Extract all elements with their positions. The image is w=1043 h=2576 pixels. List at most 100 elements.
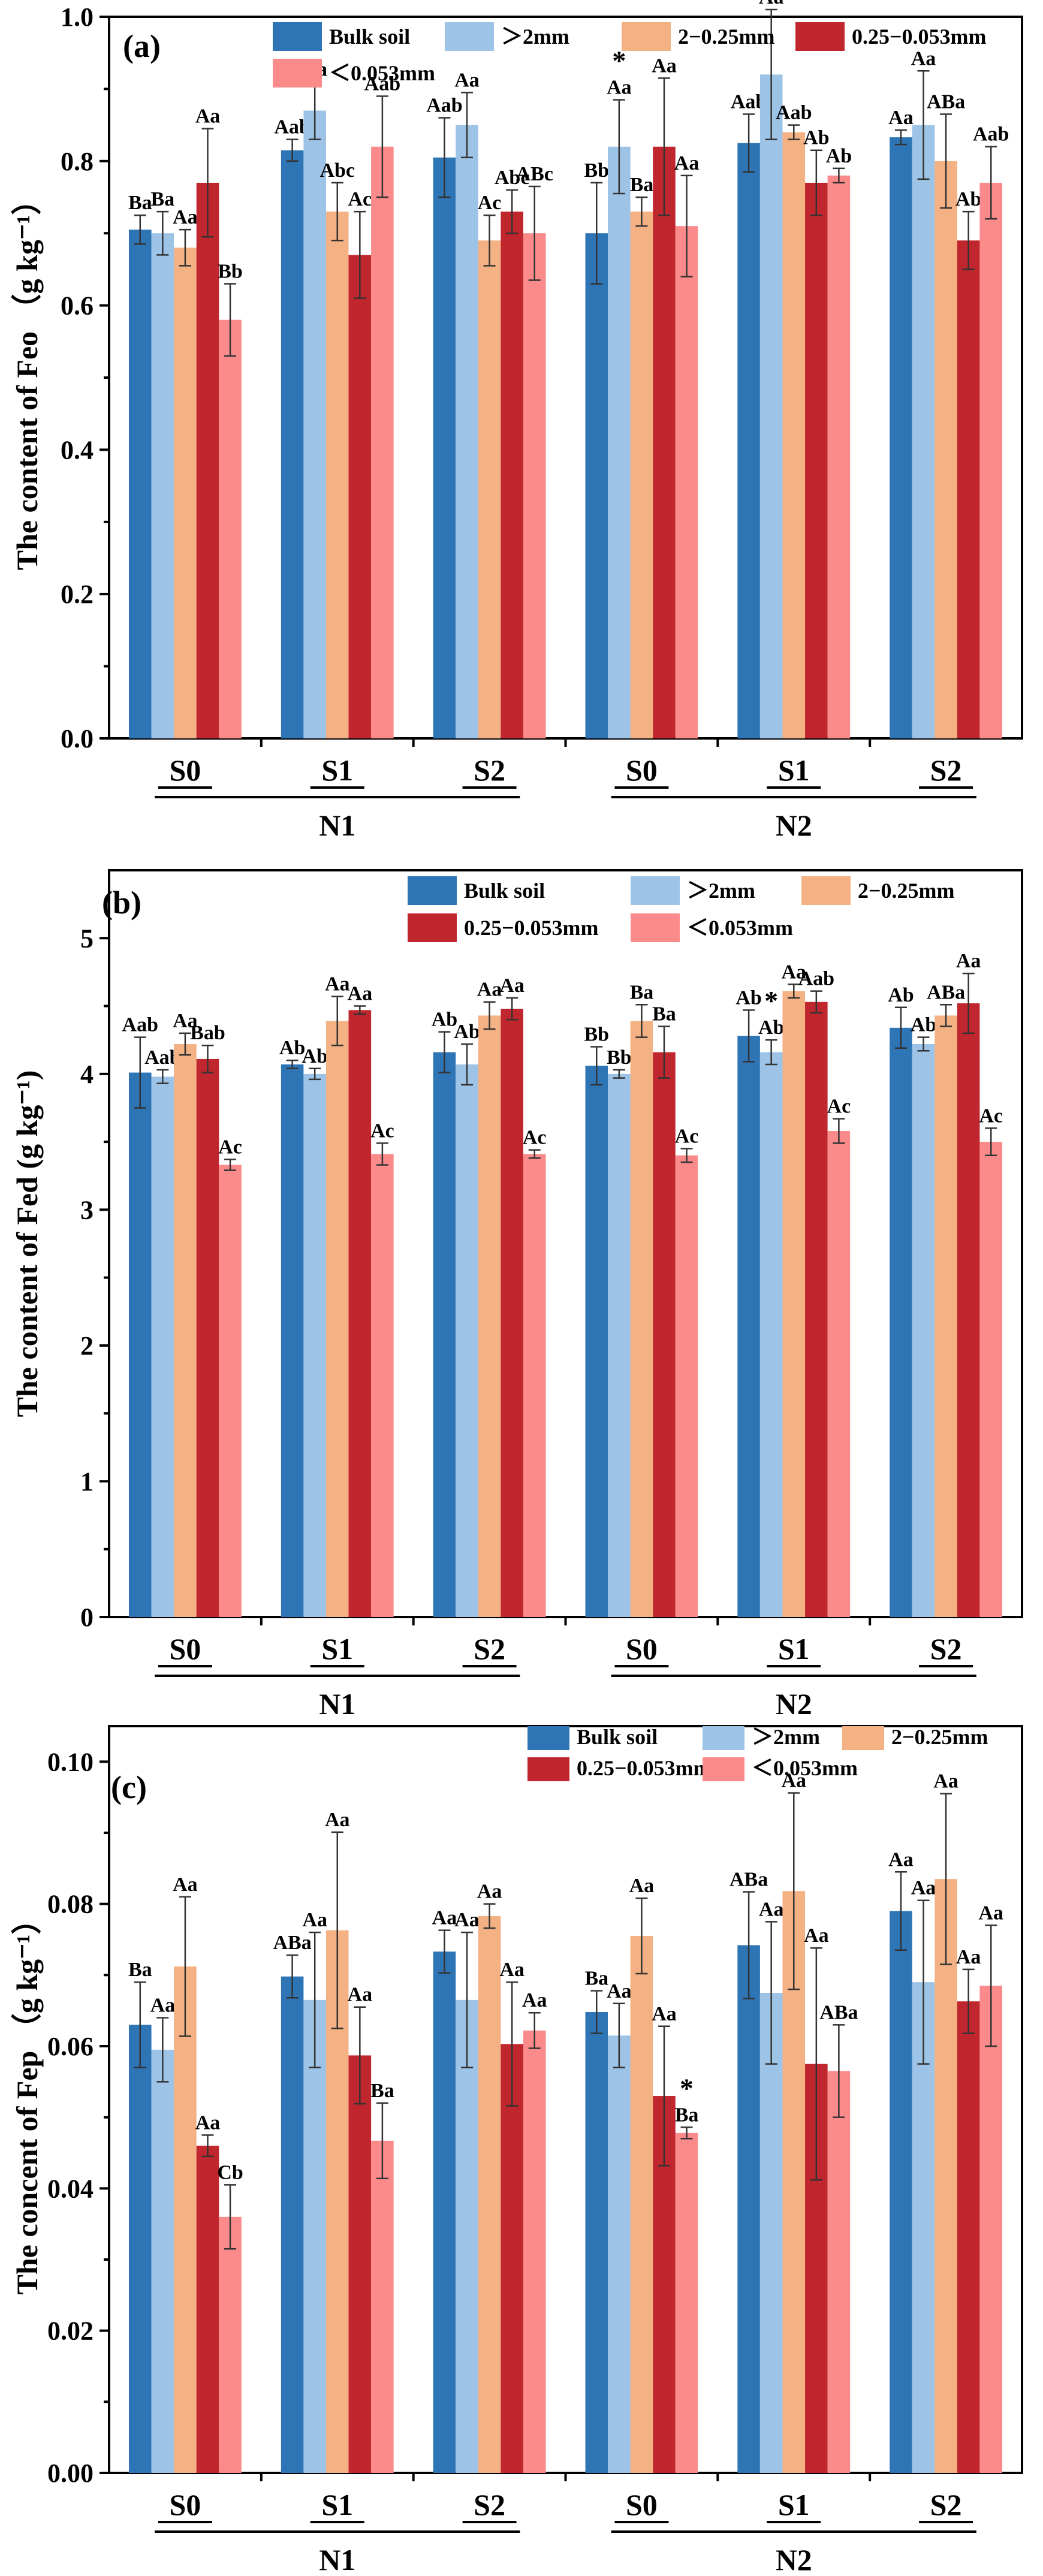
significance-label: Aa bbox=[150, 1995, 176, 2017]
significance-label: Ab bbox=[888, 984, 914, 1006]
bar bbox=[737, 1036, 760, 1617]
bar bbox=[782, 991, 806, 1617]
bar bbox=[653, 146, 676, 739]
bar bbox=[151, 233, 174, 738]
significance-label: Ba bbox=[652, 1003, 676, 1025]
legend-swatch bbox=[631, 913, 680, 942]
significance-label: Ba bbox=[128, 1959, 152, 1981]
panel-a-feo-chart: 0.0 0.2 0.4 0.6 0.8 1.0 The content of Feo （g … bbox=[10, 0, 1023, 842]
bar bbox=[303, 1999, 326, 2473]
bar bbox=[630, 212, 653, 739]
panel-c-fep-chart: 0.00 0.02 0.04 0.06 0.08 0.10 The concent of F… bbox=[10, 1725, 1023, 2576]
significance-label: Ab bbox=[758, 1016, 784, 1039]
panel-label: (c) bbox=[111, 1769, 147, 1805]
bar bbox=[325, 1021, 349, 1617]
bar bbox=[371, 1154, 394, 1617]
bar bbox=[478, 1015, 501, 1617]
significance-label: Aa bbox=[674, 152, 700, 174]
bar bbox=[456, 125, 478, 739]
significance-label: Ab bbox=[955, 188, 981, 210]
significance-label: Ac bbox=[523, 1127, 547, 1149]
bar bbox=[630, 1021, 653, 1617]
plot-frame bbox=[108, 869, 1023, 1618]
bar bbox=[957, 1003, 980, 1617]
x-category-label: S0 bbox=[170, 2488, 201, 2521]
significance-star: * bbox=[680, 2073, 694, 2103]
significance-label: Ab bbox=[279, 1037, 305, 1059]
significance-label: ABa bbox=[819, 2001, 858, 2023]
group-label: N2 bbox=[776, 809, 812, 842]
y-tick-label: 0.04 bbox=[47, 2174, 94, 2203]
bar bbox=[433, 1052, 456, 1617]
significance-label: Aa bbox=[432, 1907, 457, 1929]
significance-label: ABa bbox=[927, 91, 965, 113]
significance-label: Ac bbox=[827, 1096, 851, 1118]
bar bbox=[478, 1916, 501, 2473]
significance-label: Aa bbox=[348, 1984, 373, 2006]
bar bbox=[957, 2001, 980, 2473]
significance-label: Aa bbox=[607, 76, 632, 98]
x-category-label: S2 bbox=[474, 753, 505, 787]
significance-label: Ba bbox=[630, 174, 654, 196]
bar bbox=[523, 1154, 546, 1617]
significance-label: Aa bbox=[499, 1959, 524, 1981]
significance-label: Aa bbox=[302, 1909, 327, 1931]
bar bbox=[935, 1015, 957, 1617]
significance-label: Bb bbox=[584, 1024, 609, 1046]
bar bbox=[805, 182, 828, 738]
significance-label: Aa bbox=[522, 1989, 547, 2011]
bar bbox=[675, 1155, 698, 1617]
bar bbox=[608, 146, 631, 739]
significance-label: Ba bbox=[584, 1967, 608, 1989]
y-tick-label: 0.6 bbox=[61, 291, 94, 321]
bar bbox=[174, 1966, 197, 2473]
bar bbox=[957, 240, 980, 738]
significance-label: Aa bbox=[607, 1980, 632, 2002]
significance-label: Aa bbox=[781, 1770, 806, 1792]
bar bbox=[759, 74, 783, 739]
significance-label: Aa bbox=[652, 2003, 677, 2025]
significance-label: Aa bbox=[978, 1902, 1003, 1924]
legend-swatch bbox=[445, 22, 494, 51]
bar bbox=[935, 1879, 957, 2473]
group-label: N1 bbox=[319, 1687, 355, 1714]
x-category-label: S0 bbox=[626, 2488, 658, 2521]
legend-swatch bbox=[408, 913, 457, 942]
significance-star: * bbox=[764, 985, 778, 1016]
bar bbox=[196, 1058, 219, 1617]
x-category-label: S1 bbox=[778, 2488, 810, 2521]
significance-label: Ab bbox=[803, 127, 829, 149]
bar bbox=[303, 1073, 326, 1617]
bar bbox=[608, 2035, 631, 2473]
significance-label: Aa bbox=[759, 1898, 784, 1920]
bar bbox=[523, 2030, 546, 2473]
bar bbox=[501, 1009, 523, 1617]
significance-label: Aa bbox=[173, 1010, 198, 1032]
x-category-label: S1 bbox=[321, 2488, 353, 2521]
legend-label: ＜0.053mm bbox=[752, 1756, 858, 1780]
significance-label: Ba bbox=[151, 188, 175, 210]
bar bbox=[585, 2012, 608, 2473]
significance-label: Cb bbox=[217, 2161, 243, 2183]
legend-swatch bbox=[631, 876, 680, 905]
significance-label: Ab bbox=[302, 1045, 327, 1067]
y-tick-label: 3 bbox=[80, 1195, 94, 1224]
significance-label: Aa bbox=[759, 0, 784, 8]
bar bbox=[890, 137, 912, 738]
legend-label: 0.25−0.053mm bbox=[464, 916, 599, 940]
significance-label: Aab bbox=[426, 95, 462, 117]
legend-label: 0.25−0.053mm bbox=[577, 1756, 712, 1780]
bar bbox=[890, 1027, 912, 1617]
y-tick-label: 0.00 bbox=[47, 2459, 94, 2488]
bar bbox=[827, 175, 851, 738]
bar bbox=[174, 1043, 197, 1617]
y-tick-label: 0.08 bbox=[47, 1890, 94, 1919]
significance-label: Ac bbox=[675, 1125, 699, 1147]
bar bbox=[281, 1976, 304, 2473]
significance-label: Ba bbox=[675, 2104, 699, 2126]
group-label: N2 bbox=[776, 2543, 812, 2576]
bar bbox=[737, 1945, 760, 2473]
x-category-label: S2 bbox=[474, 2488, 505, 2521]
bar bbox=[128, 230, 152, 738]
legend-swatch bbox=[527, 1726, 569, 1750]
